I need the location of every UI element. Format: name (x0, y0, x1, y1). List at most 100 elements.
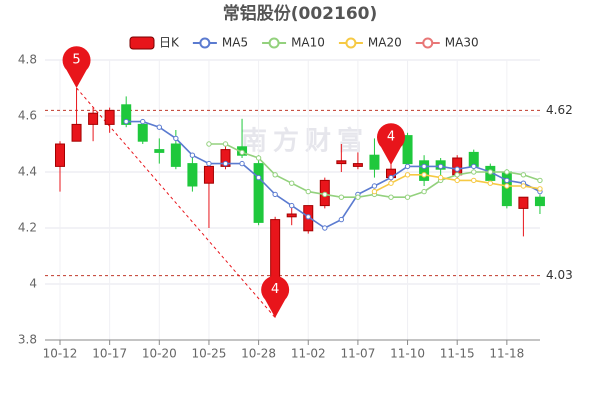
ma-point (371, 183, 378, 189)
legend-label: MA10 (291, 36, 325, 50)
candle-body (518, 196, 529, 209)
legend-item: MA10 (262, 36, 325, 50)
legend-item: MA5 (192, 36, 248, 50)
x-tick-label: 11-02 (291, 347, 326, 361)
ma-point (504, 183, 510, 189)
candle-body (336, 160, 347, 165)
candle-body (352, 163, 363, 167)
ma-point (487, 180, 493, 186)
ma-point (289, 202, 295, 209)
candle-body (71, 123, 82, 142)
x-tick-label: 10-20 (142, 347, 177, 361)
annotation-label: 4 (387, 130, 395, 145)
candle-body (270, 219, 281, 282)
legend-swatch (345, 37, 357, 49)
x-tick-label: 11-18 (489, 347, 524, 361)
legend-label: 日K (159, 36, 180, 50)
ma-point (305, 214, 311, 220)
x-tick-label: 10-17 (92, 347, 127, 361)
watermark: 南方财富 (241, 126, 369, 157)
ma-point (255, 155, 262, 161)
reference-label: 4.03 (546, 268, 573, 282)
ma-point (437, 174, 444, 181)
legend-label: MA30 (445, 36, 479, 50)
ma-point (123, 118, 129, 125)
candle-body (121, 104, 132, 125)
ma-point (173, 135, 179, 142)
ma-point (504, 177, 510, 184)
candle-body (402, 135, 413, 165)
candle-body (55, 143, 65, 167)
ma-point (404, 194, 411, 200)
ma-point (437, 163, 444, 170)
ma-point (520, 183, 527, 189)
ma-point (338, 194, 345, 200)
ma-point (239, 149, 245, 156)
ma-line (126, 120, 541, 229)
ma-point (454, 172, 460, 178)
ma-point (388, 174, 394, 181)
x-tick-label: 11-07 (340, 347, 375, 361)
legend-swatch (422, 37, 434, 49)
candle-body (253, 163, 264, 223)
annotation-pin (62, 46, 91, 88)
y-tick-label: 4.8 (18, 53, 37, 67)
ma-point (487, 169, 493, 175)
candle-body (220, 149, 231, 167)
x-tick-label: 10-12 (43, 347, 78, 361)
ma-point (222, 141, 229, 147)
ma-point (322, 225, 328, 231)
y-tick-label: 4.4 (18, 165, 37, 179)
ma-point (305, 188, 311, 195)
legend-item: MA30 (415, 36, 479, 50)
ma-point (404, 172, 411, 178)
annotation-pin (377, 123, 406, 165)
legend-item: MA20 (338, 36, 402, 50)
ma-point (255, 174, 262, 181)
legend-swatch (199, 37, 211, 49)
ma-point (239, 160, 245, 167)
legend-item: 日K (129, 36, 180, 50)
ma-point (471, 177, 477, 184)
legend-label: MA5 (222, 36, 248, 50)
annotation-pin (261, 275, 290, 318)
annotation-label: 5 (72, 53, 80, 68)
ma-point (355, 194, 361, 200)
ma-point (206, 141, 212, 147)
x-tick-label: 11-15 (440, 347, 475, 361)
ma-point (272, 172, 278, 178)
candle-body (154, 149, 165, 153)
candle-body (534, 196, 545, 207)
legend-swatch (129, 36, 155, 50)
ma-point (421, 188, 427, 195)
candle-body (170, 143, 181, 167)
ma-point (537, 186, 543, 192)
candle-body (104, 109, 115, 125)
ma-point (471, 163, 477, 170)
chart-title: 常铝股份(002160) (223, 3, 378, 24)
annotation-label: 4 (271, 282, 279, 297)
y-tick-label: 4.6 (18, 109, 37, 123)
reference-label: 4.62 (546, 103, 573, 117)
ma-point (189, 152, 196, 158)
y-tick-label: 4 (29, 277, 37, 291)
ma-point (471, 169, 477, 175)
y-tick-label: 4.2 (18, 221, 37, 235)
ma-point (537, 177, 543, 184)
ma-point (371, 188, 378, 195)
ma-point (289, 180, 295, 186)
candle-body (88, 112, 99, 125)
ma-point (454, 177, 460, 184)
legend-label: MA20 (368, 36, 402, 50)
x-tick-label: 10-25 (192, 347, 227, 361)
ma-point (206, 160, 212, 167)
ma-point (520, 172, 527, 178)
candle-body (286, 213, 297, 218)
ma-point (322, 191, 328, 198)
x-tick-label: 11-10 (390, 347, 425, 361)
ma-point (222, 160, 229, 167)
ma-point (272, 191, 278, 198)
x-tick-label: 10-28 (241, 347, 276, 361)
ma-point (156, 124, 163, 130)
